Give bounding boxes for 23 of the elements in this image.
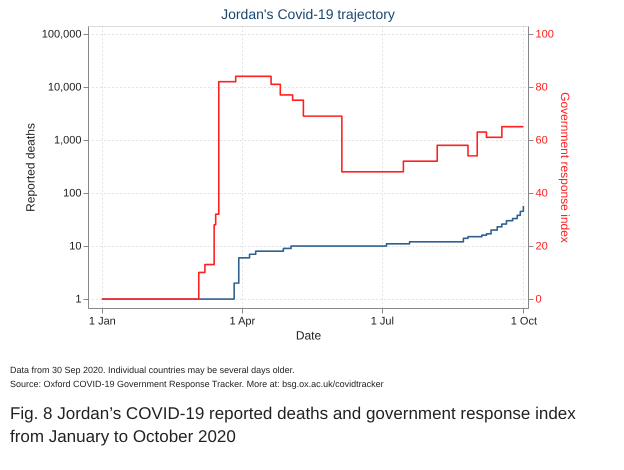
source-note: Source: Oxford COVID-19 Government Response Tracker. More at: bsg.ox.ac.uk/covidtracker	[10, 379, 384, 389]
text: Data from 30 Sep 2020. Individual countries may be several days older.	[10, 365, 295, 375]
chart-title: Jordan's Covid-19 trajectory	[221, 6, 395, 22]
y2-tick-label: 20	[536, 240, 548, 252]
x-tick-label: 1 Jul	[370, 316, 394, 328]
y-tick-label: 1	[75, 294, 82, 306]
x-tick-label: 1 Apr	[230, 316, 256, 328]
x-tick-label: 1 Jan	[88, 316, 116, 328]
y-tick-label: 10,000	[48, 81, 82, 94]
y2-tick-label: 40	[536, 187, 548, 200]
y-tick-label: 100,000	[42, 28, 82, 40]
y2-tick-label: 0	[536, 293, 542, 306]
y-axis-title: Reported deaths	[24, 123, 38, 212]
caption: Fig. 8 Jordan’s COVID-19 reported deaths and government response index from January to October 2020	[10, 404, 576, 446]
y2-tick-label: 80	[536, 81, 548, 94]
y2-axis-title: Government response index	[558, 92, 572, 243]
y-tick-label: 100	[63, 187, 82, 200]
x-tick-label: 1 Oct	[510, 316, 538, 328]
y2-tick-label: 100	[536, 28, 554, 40]
x-axis-title: Date	[296, 328, 322, 342]
y-tick-label: 10	[69, 240, 82, 253]
y-tick-label: 1,000	[54, 134, 82, 146]
y2-tick-label: 60	[536, 134, 548, 146]
